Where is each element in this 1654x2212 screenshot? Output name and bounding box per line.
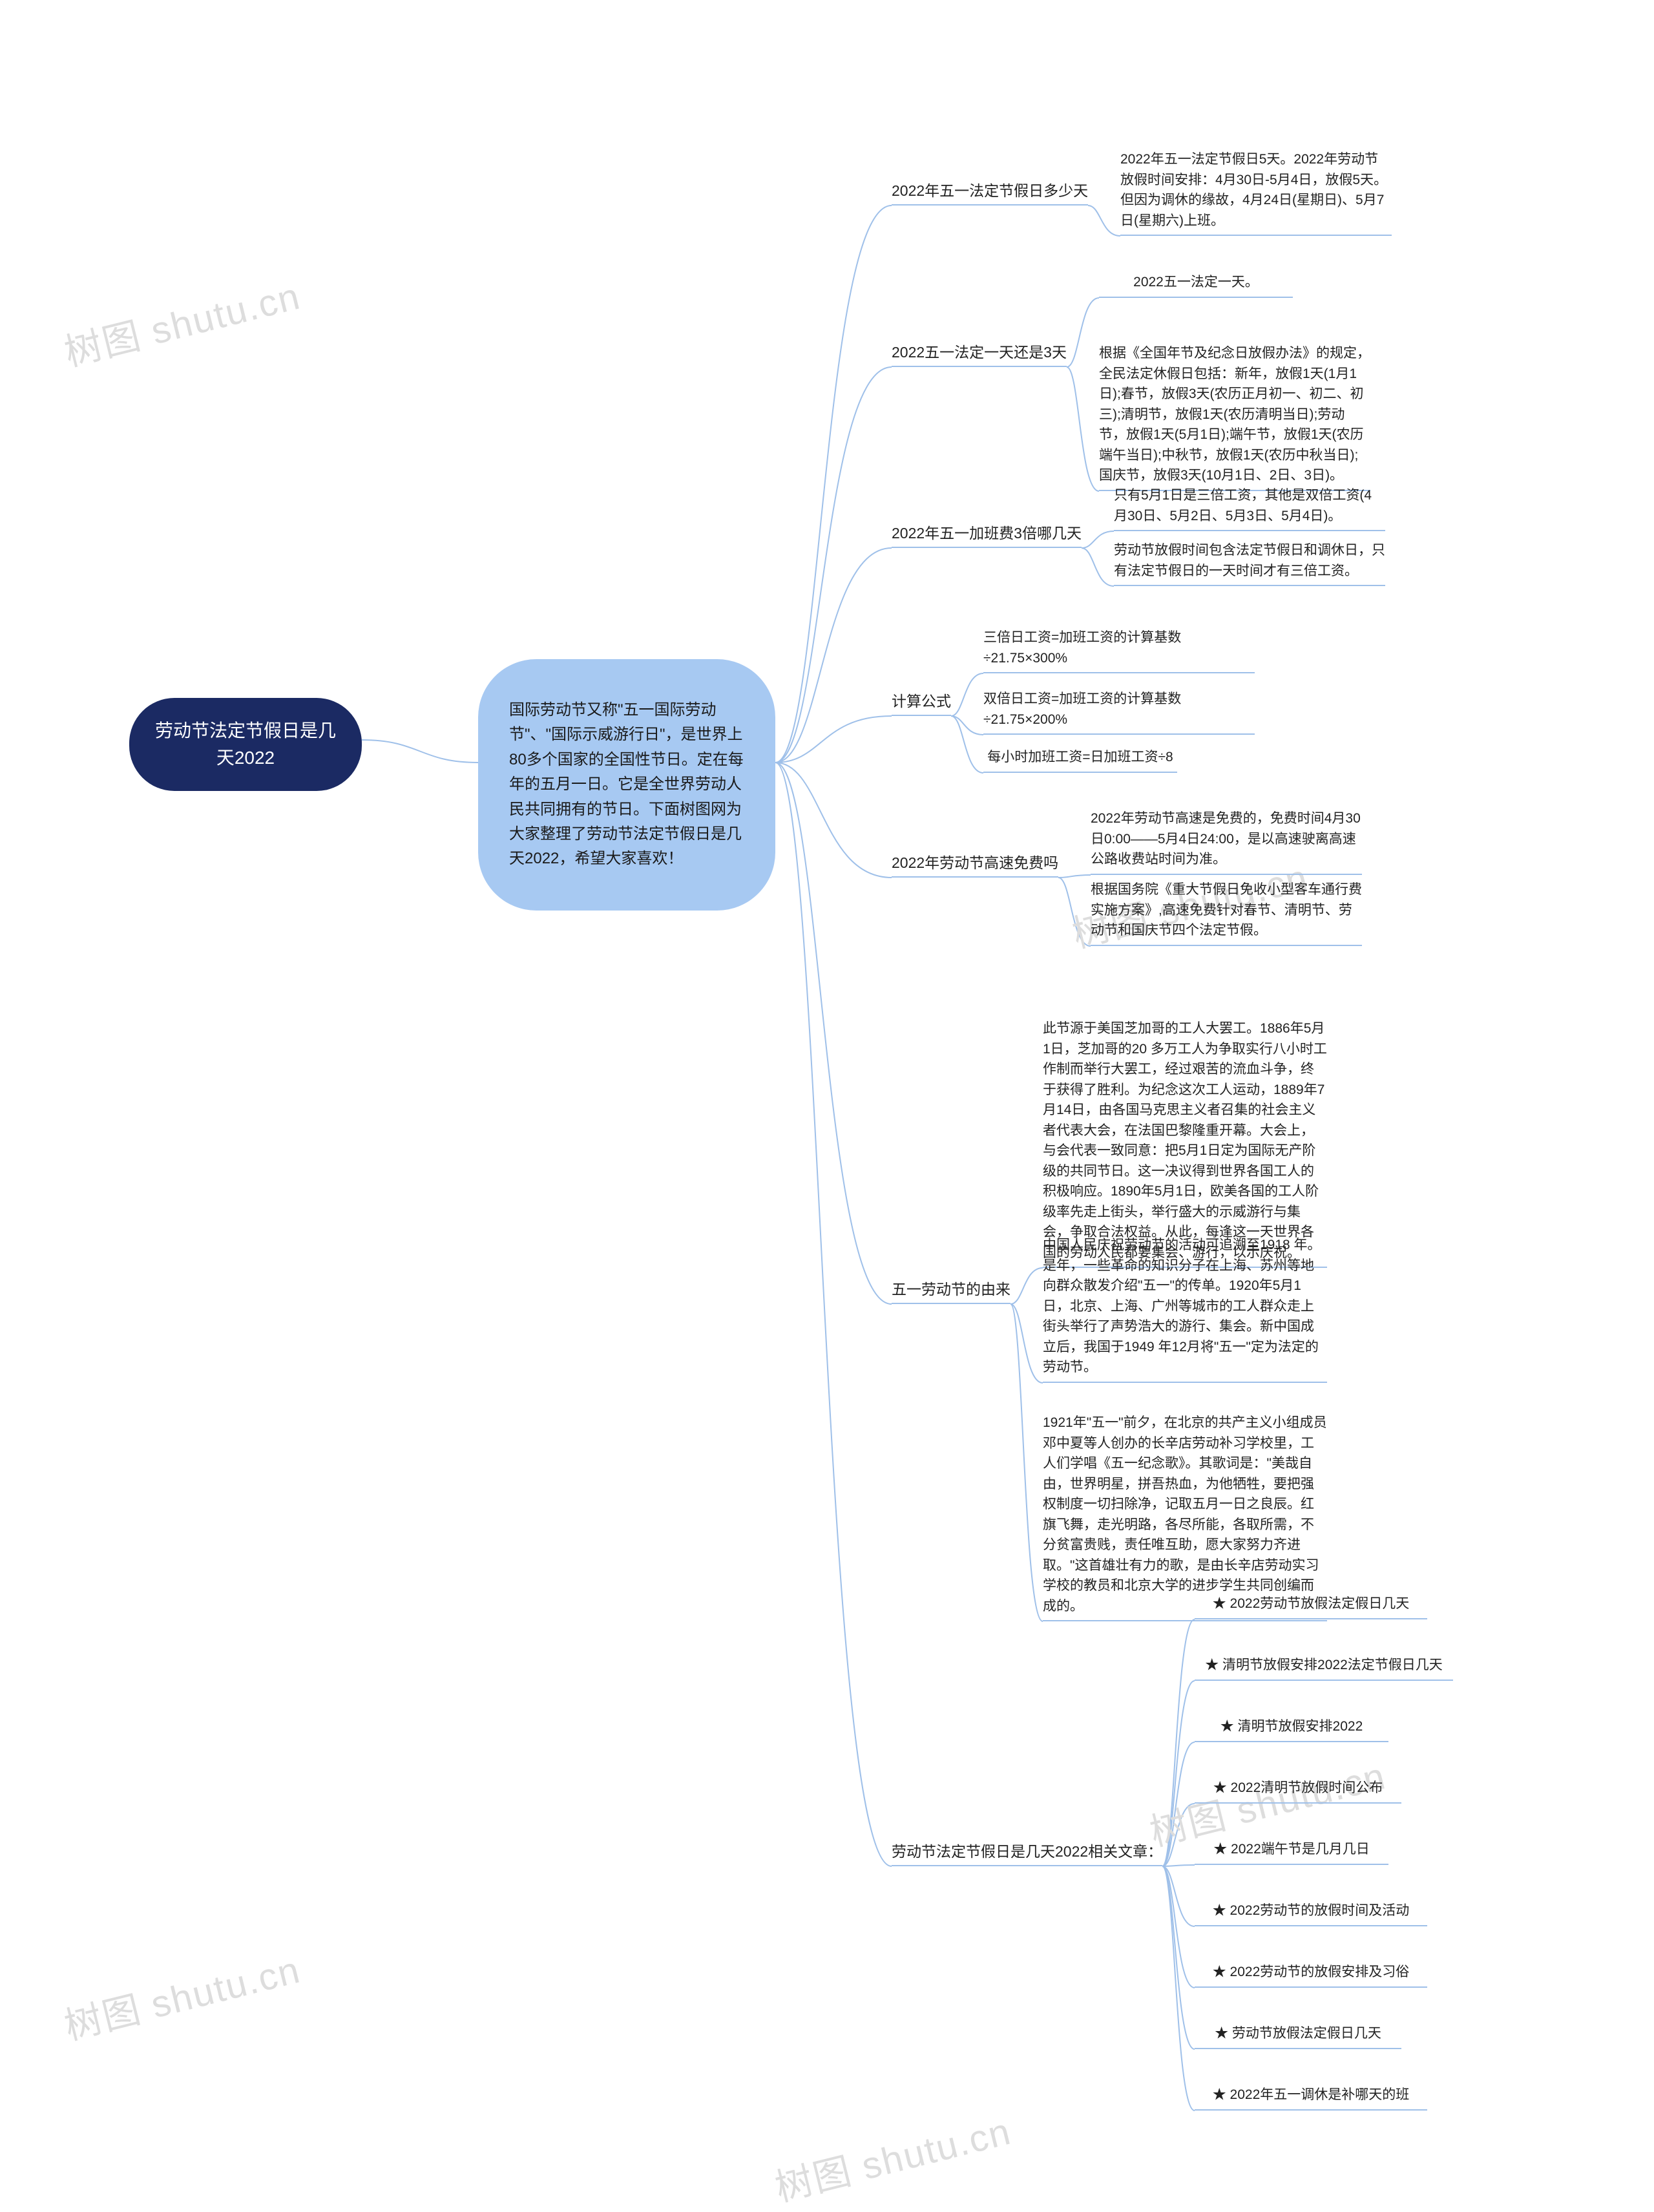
leaf-node: ★ 劳动节放假法定假日几天 (1195, 2019, 1401, 2049)
leaf-node: 双倍日工资=加班工资的计算基数÷21.75×200% (983, 685, 1255, 735)
branch-node: 计算公式 (892, 685, 951, 716)
leaf-node: 中国人民庆祝劳动节的活动可追溯至1918 年。是年，一些革命的知识分子在上海、苏… (1043, 1231, 1327, 1383)
leaf-node: ★ 2022清明节放假时间公布 (1195, 1774, 1401, 1804)
leaf-node: 三倍日工资=加班工资的计算基数÷21.75×300% (983, 624, 1255, 673)
leaf-node: ★ 2022端午节是几月几日 (1195, 1835, 1388, 1865)
leaf-node: 只有5月1日是三倍工资，其他是双倍工资(4月30日、5月2日、5月3日、5月4日… (1114, 481, 1385, 531)
watermark: 树图 shutu.cn (769, 2101, 1016, 2212)
leaf-node: ★ 2022劳动节的放假时间及活动 (1195, 1897, 1427, 1926)
branch-node: 五一劳动节的由来 (892, 1273, 1010, 1304)
branch-node: 2022年劳动节高速免费吗 (892, 847, 1058, 878)
leaf-node: 根据《全国年节及纪念日放假办法》的规定，全民法定休假日包括：新年，放假1天(1月… (1099, 339, 1370, 491)
leaf-node: ★ 2022劳动节放假法定假日几天 (1195, 1590, 1427, 1619)
leaf-node: ★ 清明节放假安排2022法定节假日几天 (1195, 1651, 1453, 1681)
mindmap-container: 树图 shutu.cn树图 shutu.cn树图 shutu.cn树图 shut… (0, 0, 1654, 2169)
leaf-node: 每小时加班工资=日加班工资÷8 (983, 743, 1177, 773)
connector-layer (0, 0, 1654, 2169)
leaf-node: 根据国务院《重大节假日免收小型客车通行费实施方案》,高速免费针对春节、清明节、劳… (1091, 876, 1362, 946)
leaf-node: 2022年劳动节高速是免费的，免费时间4月30日0:00——5月4日24:00，… (1091, 805, 1362, 875)
watermark: 树图 shutu.cn (58, 266, 306, 377)
branch-node: 2022年五一法定节假日多少天 (892, 174, 1088, 205)
leaf-node: 劳动节放假时间包含法定节假日和调休日，只有法定节假日的一天时间才有三倍工资。 (1114, 536, 1385, 586)
description-node: 国际劳动节又称"五一国际劳动节"、"国际示威游行日"，是世界上80多个国家的全国… (478, 659, 775, 911)
leaf-node: ★ 清明节放假安排2022 (1195, 1712, 1388, 1742)
branch-node: 2022五一法定一天还是3天 (892, 336, 1067, 367)
leaf-node: 2022年五一法定节假日5天。2022年劳动节放假时间安排：4月30日-5月4日… (1120, 145, 1392, 236)
leaf-node: ★ 2022劳动节的放假安排及习俗 (1195, 1958, 1427, 1988)
root-node: 劳动节法定节假日是几天2022 (129, 698, 362, 791)
branch-node: 2022年五一加班费3倍哪几天 (892, 517, 1082, 548)
branch-node: 劳动节法定节假日是几天2022相关文章： (892, 1835, 1162, 1866)
leaf-node: 此节源于美国芝加哥的工人大罢工。1886年5月1日，芝加哥的20 多万工人为争取… (1043, 1015, 1327, 1268)
watermark: 树图 shutu.cn (58, 1939, 306, 2050)
leaf-node: 2022五一法定一天。 (1099, 268, 1293, 298)
leaf-node: ★ 2022年五一调休是补哪天的班 (1195, 2081, 1427, 2111)
